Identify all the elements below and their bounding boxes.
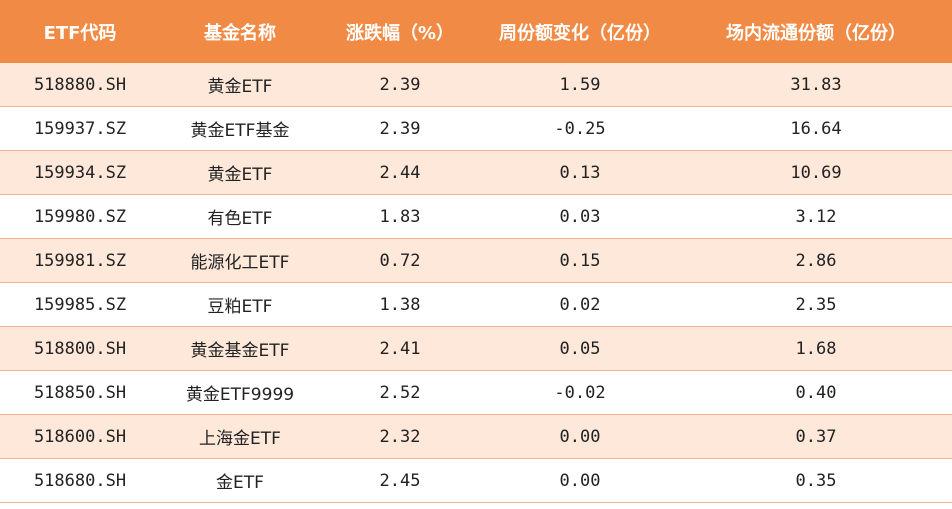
cell-floating-shares: 0.35	[680, 458, 952, 503]
cell-code: 159980.SZ	[0, 194, 160, 239]
table-row: 159981.SZ 能源化工ETF 0.72 0.15 2.86	[0, 238, 952, 283]
cell-floating-shares: 3.12	[680, 194, 952, 239]
cell-weekly-change: 0.00	[480, 458, 680, 503]
cell-change-pct: 1.38	[320, 282, 480, 327]
cell-weekly-change: 0.15	[480, 238, 680, 283]
cell-change-pct: 0.72	[320, 238, 480, 283]
cell-weekly-change: 1.59	[480, 63, 680, 107]
cell-floating-shares: 2.35	[680, 282, 952, 327]
table-row: 159934.SZ 黄金ETF 2.44 0.13 10.69	[0, 150, 952, 195]
cell-name: 有色ETF	[160, 194, 320, 239]
cell-change-pct: 2.45	[320, 458, 480, 503]
table-row: 518850.SH 黄金ETF9999 2.52 -0.02 0.40	[0, 370, 952, 415]
cell-floating-shares: 0.40	[680, 370, 952, 415]
cell-code: 159985.SZ	[0, 282, 160, 327]
header-row: ETF代码 基金名称 涨跌幅（%） 周份额变化（亿份） 场内流通份额（亿份）	[0, 0, 952, 63]
table-row: 159980.SZ 有色ETF 1.83 0.03 3.12	[0, 194, 952, 239]
cell-code: 518850.SH	[0, 370, 160, 415]
cell-name: 黄金ETF9999	[160, 370, 320, 415]
cell-name: 能源化工ETF	[160, 238, 320, 283]
table-row: 518800.SH 黄金基金ETF 2.41 0.05 1.68	[0, 326, 952, 371]
cell-floating-shares: 16.64	[680, 106, 952, 151]
cell-name: 上海金ETF	[160, 414, 320, 459]
header-floating-shares: 场内流通份额（亿份）	[680, 0, 952, 63]
header-change-pct: 涨跌幅（%）	[320, 0, 480, 63]
header-code: ETF代码	[0, 0, 160, 63]
cell-name: 金ETF	[160, 458, 320, 503]
table-row: 518600.SH 上海金ETF 2.32 0.00 0.37	[0, 414, 952, 459]
cell-floating-shares: 10.69	[680, 150, 952, 195]
table-row: 518880.SH 黄金ETF 2.39 1.59 31.83	[0, 63, 952, 107]
cell-floating-shares: 1.68	[680, 326, 952, 371]
cell-code: 518800.SH	[0, 326, 160, 371]
cell-weekly-change: 0.00	[480, 414, 680, 459]
cell-change-pct: 2.39	[320, 63, 480, 107]
cell-change-pct: 2.32	[320, 414, 480, 459]
table-row: 518680.SH 金ETF 2.45 0.00 0.35	[0, 458, 952, 503]
header-weekly-share-change: 周份额变化（亿份）	[480, 0, 680, 63]
cell-code: 159981.SZ	[0, 238, 160, 283]
cell-name: 黄金ETF	[160, 63, 320, 107]
cell-weekly-change: 0.02	[480, 282, 680, 327]
cell-name: 黄金ETF	[160, 150, 320, 195]
cell-name: 黄金ETF基金	[160, 106, 320, 151]
table-row: 159937.SZ 黄金ETF基金 2.39 -0.25 16.64	[0, 106, 952, 151]
cell-name: 豆粕ETF	[160, 282, 320, 327]
cell-change-pct: 2.52	[320, 370, 480, 415]
cell-floating-shares: 2.86	[680, 238, 952, 283]
cell-floating-shares: 31.83	[680, 63, 952, 107]
cell-weekly-change: 0.03	[480, 194, 680, 239]
cell-weekly-change: 0.05	[480, 326, 680, 371]
cell-weekly-change: -0.02	[480, 370, 680, 415]
header-name: 基金名称	[160, 0, 320, 63]
cell-weekly-change: -0.25	[480, 106, 680, 151]
cell-change-pct: 1.83	[320, 194, 480, 239]
cell-code: 518600.SH	[0, 414, 160, 459]
table-row: 159985.SZ 豆粕ETF 1.38 0.02 2.35	[0, 282, 952, 327]
cell-change-pct: 2.41	[320, 326, 480, 371]
cell-weekly-change: 0.13	[480, 150, 680, 195]
cell-name: 黄金基金ETF	[160, 326, 320, 371]
cell-code: 518880.SH	[0, 63, 160, 107]
cell-floating-shares: 0.37	[680, 414, 952, 459]
cell-code: 518680.SH	[0, 458, 160, 503]
cell-code: 159934.SZ	[0, 150, 160, 195]
cell-change-pct: 2.44	[320, 150, 480, 195]
cell-change-pct: 2.39	[320, 106, 480, 151]
cell-code: 159937.SZ	[0, 106, 160, 151]
